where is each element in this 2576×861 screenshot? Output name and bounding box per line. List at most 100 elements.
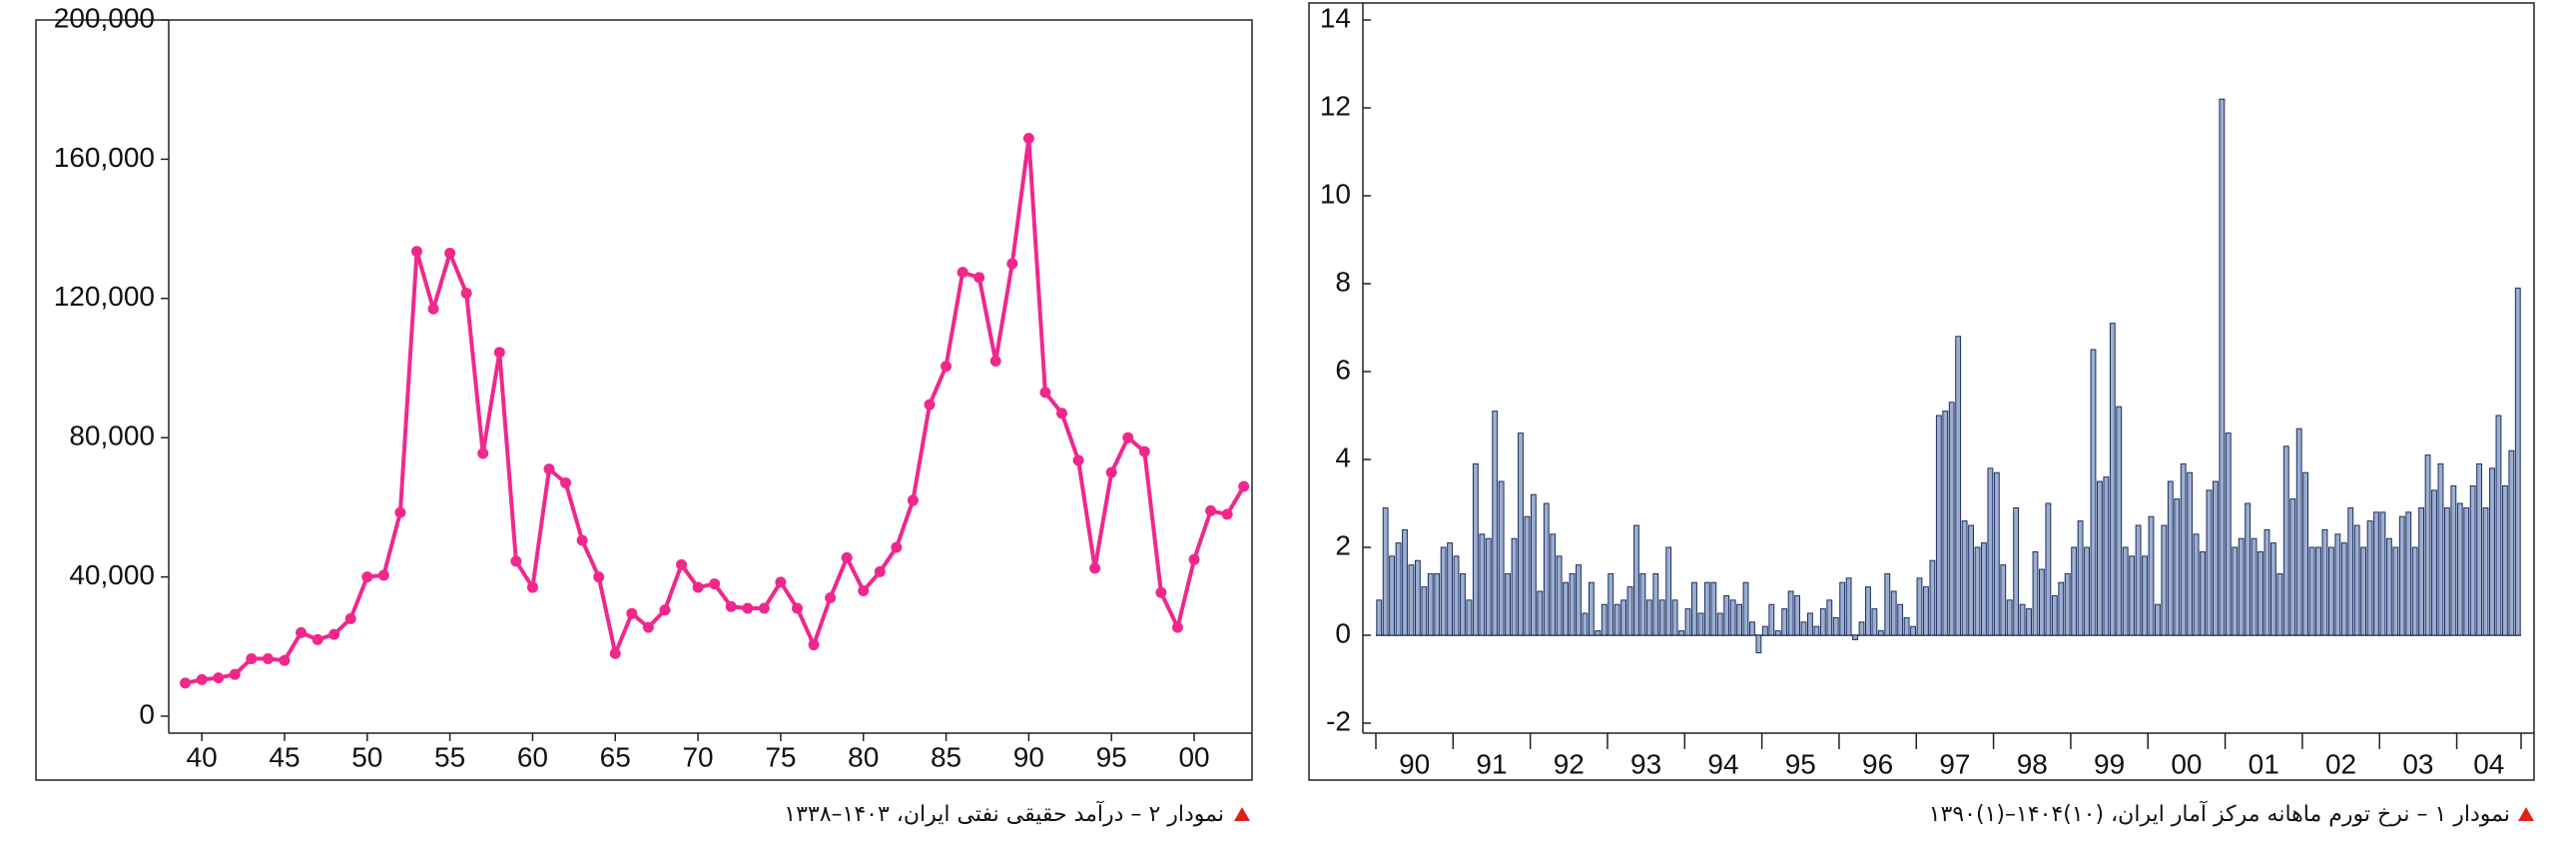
y-tick-label: 2 <box>1335 529 1351 560</box>
bar <box>1576 564 1582 636</box>
bar <box>2482 506 2489 636</box>
data-point <box>1221 508 1233 520</box>
bar <box>2019 603 2026 636</box>
bar <box>1511 537 1518 636</box>
y-tick-label: 4 <box>1335 441 1351 472</box>
data-point <box>775 576 787 588</box>
bar <box>2148 515 2155 636</box>
bar <box>2276 572 2283 636</box>
bar <box>2045 502 2052 636</box>
data-point <box>1039 387 1051 399</box>
data-point <box>593 571 605 583</box>
left-chart-frame <box>35 19 1253 781</box>
bar <box>1395 542 1402 636</box>
x-tick-label: 80 <box>848 741 879 772</box>
bar <box>1671 599 1678 636</box>
bar <box>1550 533 1557 636</box>
x-tick-label: 01 <box>2249 748 2279 779</box>
right-chart-frame <box>1308 2 2535 781</box>
data-point <box>1138 445 1150 457</box>
bar <box>2321 528 2328 636</box>
bar <box>1658 599 1665 636</box>
bar <box>1389 555 1396 636</box>
data-point <box>1205 504 1217 516</box>
x-tick-label: 85 <box>931 741 962 772</box>
y-tick-label: 14 <box>1320 2 1351 33</box>
bar <box>1794 594 1800 636</box>
data-point <box>808 639 820 651</box>
data-point <box>891 541 903 553</box>
caption-marker <box>1234 807 1250 821</box>
bar <box>1518 432 1524 636</box>
data-point <box>676 558 688 570</box>
x-tick-label: 90 <box>1399 748 1430 779</box>
bar <box>1942 411 1949 636</box>
data-point <box>841 551 853 563</box>
bar <box>1678 630 1685 636</box>
bar <box>2469 484 2476 636</box>
bar <box>2263 528 2270 636</box>
bar <box>2327 546 2334 636</box>
bar <box>2456 502 2463 636</box>
data-point <box>1238 480 1250 492</box>
bar <box>1755 634 1762 654</box>
bar <box>1447 542 1454 636</box>
bar <box>1968 524 1974 636</box>
bar <box>1839 581 1846 636</box>
bar <box>2180 462 2187 636</box>
bar <box>2501 484 2508 636</box>
bar <box>2289 498 2296 636</box>
bar <box>2155 603 2161 636</box>
data-point <box>989 356 1001 368</box>
bar <box>2431 489 2437 636</box>
bar <box>2392 546 2399 636</box>
bar <box>2109 323 2116 636</box>
y-tick-label: -2 <box>1326 705 1351 736</box>
x-tick-label: 65 <box>600 741 631 772</box>
bar <box>2000 564 2007 636</box>
data-point <box>312 633 323 645</box>
bar <box>2340 542 2347 636</box>
bar <box>1955 336 1962 636</box>
x-tick-label: 97 <box>1939 748 1970 779</box>
bar <box>1595 630 1602 636</box>
bar <box>2424 454 2431 636</box>
bar <box>1524 515 1531 636</box>
bar <box>2282 445 2289 636</box>
bar <box>1530 493 1537 636</box>
data-point <box>825 592 837 604</box>
bar <box>1819 608 1826 636</box>
x-tick-label: 91 <box>1476 748 1507 779</box>
bar <box>2103 476 2110 636</box>
bar <box>1916 577 1923 636</box>
bar <box>1865 586 1871 636</box>
bar <box>1440 546 1447 636</box>
bar <box>1639 572 1646 636</box>
data-point <box>427 303 439 315</box>
data-point <box>213 672 225 684</box>
x-tick-label: 55 <box>434 741 465 772</box>
bar <box>1563 581 1570 636</box>
bar <box>2295 428 2302 636</box>
bar <box>1460 572 1466 636</box>
bar <box>1691 581 1697 636</box>
bar <box>1852 634 1858 640</box>
bar <box>2450 484 2457 636</box>
bar <box>1703 581 1710 636</box>
bar <box>1787 590 1794 636</box>
bar <box>2039 568 2045 636</box>
bar <box>1800 621 1807 636</box>
data-point <box>460 288 472 300</box>
data-point <box>560 477 572 489</box>
bar <box>1903 616 1910 636</box>
x-tick-label: 40 <box>187 741 218 772</box>
bar <box>1897 603 1904 636</box>
bar <box>1505 572 1512 636</box>
bar <box>2200 550 2206 636</box>
data-point <box>180 677 192 689</box>
bar <box>1749 621 1755 636</box>
bar <box>2508 449 2515 636</box>
y-tick-label: 40,000 <box>69 559 155 590</box>
bar <box>1768 603 1775 636</box>
bar <box>2051 594 2058 636</box>
